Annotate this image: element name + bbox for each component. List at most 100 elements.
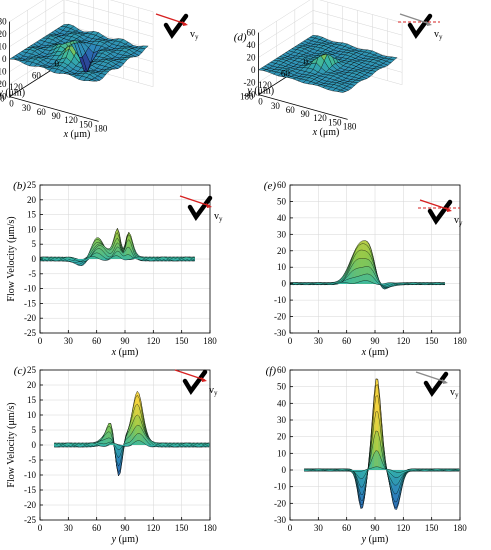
- x-tick-label: 90: [371, 336, 381, 346]
- x-tick-label: 0: [38, 336, 43, 346]
- x-tick-label: 180: [94, 123, 108, 133]
- arrow-icon: [179, 195, 211, 207]
- mesh-line: [54, 440, 210, 448]
- arrowhead-icon: [201, 377, 207, 382]
- arrowhead-icon: [426, 21, 432, 26]
- y-tick-label: 60: [277, 180, 287, 190]
- y-tick-label: 180: [0, 94, 5, 104]
- inset-subscript: y: [214, 389, 218, 397]
- inset-label: vy: [454, 215, 463, 227]
- panel-label: (c): [14, 365, 27, 377]
- mesh-line: [304, 430, 460, 488]
- y-tick-label: -20: [274, 312, 286, 322]
- x-tick-label: 90: [371, 523, 381, 533]
- z-tick-label: 40: [247, 40, 257, 50]
- surface-mesh: [39, 227, 195, 266]
- panel-label: (b): [13, 180, 26, 192]
- x-tick-label: 120: [313, 113, 327, 123]
- y-tick-label: 10: [277, 448, 287, 458]
- x-axis-label: y (μm): [361, 534, 389, 545]
- z-tick-label: -40: [244, 90, 256, 100]
- z-tick-label: 30: [0, 17, 7, 27]
- y-tick-label: -25: [24, 515, 36, 525]
- x-tick-label: 60: [342, 336, 352, 346]
- y-tick-label: 25: [27, 180, 37, 190]
- arrow-icon: [419, 199, 451, 211]
- inset-label: vy: [190, 29, 199, 41]
- y-tick-label: -30: [274, 515, 286, 525]
- y-tick-label: -20: [274, 498, 286, 508]
- y-tick-label: 25: [27, 365, 37, 375]
- inset-subscript: y: [455, 391, 459, 399]
- x-tick-label: 120: [397, 523, 411, 533]
- y-tick-label: 180: [240, 92, 254, 102]
- y-tick-label: 30: [277, 415, 287, 425]
- arrow-icon: [155, 13, 187, 25]
- y-axis-label: y (μm): [0, 87, 25, 98]
- mesh-line: [54, 424, 210, 459]
- x-axis-label: x (μm): [312, 127, 340, 138]
- y-tick-label: 5: [32, 239, 37, 249]
- y-tick-label: -5: [29, 455, 37, 465]
- y-axis-label: Flow Velocity (μm/s): [6, 216, 17, 301]
- y-tick-label: 0: [32, 254, 37, 264]
- y-tick-label: -10: [24, 284, 36, 294]
- y-tick-label: 30: [277, 229, 287, 239]
- y-tick-label: 0: [282, 279, 287, 289]
- y-tick-label: 20: [277, 246, 287, 256]
- arrowhead-icon: [442, 379, 448, 384]
- surface-mesh: [54, 390, 210, 477]
- x-tick-label: 0: [258, 97, 263, 107]
- panel-label: (f): [266, 365, 277, 377]
- x-tick-label: 30: [64, 336, 74, 346]
- arrow-icon: [415, 371, 447, 383]
- x-tick-label: 0: [9, 99, 14, 109]
- x-tick-label: 150: [328, 117, 342, 127]
- inset-velocity-glyph: vy: [418, 199, 463, 227]
- z-tick-label: 10: [0, 42, 7, 52]
- arrowhead-icon: [182, 21, 188, 26]
- z-tick-label: 20: [0, 29, 7, 39]
- y-tick-label: 20: [277, 432, 287, 442]
- inset-velocity-glyph: vy: [155, 13, 199, 41]
- x-tick-label: 0: [288, 523, 293, 533]
- x-tick-label: 60: [286, 105, 296, 115]
- mesh-line: [289, 280, 445, 285]
- y-tick-label: -25: [24, 328, 36, 338]
- surface-mesh: [289, 240, 445, 290]
- y-tick-label: 0: [304, 57, 309, 67]
- z-tick-label: -20: [0, 79, 7, 89]
- y-tick-label: 60: [281, 69, 291, 79]
- y-tick-label: 15: [27, 210, 37, 220]
- x-tick-label: 150: [175, 336, 189, 346]
- y-tick-label: 40: [277, 213, 287, 223]
- y-tick-label: 10: [27, 224, 37, 234]
- inset-subscript: y: [219, 215, 223, 223]
- z-tick-label: 0: [251, 65, 256, 75]
- inset-velocity-glyph: vy: [179, 195, 223, 223]
- x-axis-label: x (μm): [361, 347, 389, 358]
- x-tick-label: 0: [38, 523, 43, 533]
- arrowhead-icon: [446, 207, 452, 212]
- y-tick-label: -10: [24, 470, 36, 480]
- inset-subscript: y: [439, 33, 443, 41]
- mesh-line: [304, 466, 460, 473]
- y-tick-label: 10: [27, 410, 37, 420]
- x-tick-label: 180: [203, 336, 217, 346]
- x-tick-label: 30: [22, 103, 32, 113]
- x-tick-label: 150: [425, 523, 439, 533]
- surface-mesh: [8, 23, 149, 82]
- z-tick-label: -30: [0, 92, 7, 102]
- inset-subscript: y: [195, 33, 199, 41]
- z-tick-label: 20: [247, 52, 257, 62]
- y-axis-label: Flow Velocity (μm/s): [6, 402, 17, 487]
- x-tick-label: 30: [314, 523, 324, 533]
- y-tick-label: -30: [274, 328, 286, 338]
- x-tick-label: 90: [52, 111, 62, 121]
- arrow-icon: [174, 369, 206, 381]
- y-tick-label: 0: [55, 59, 60, 69]
- y-tick-label: -15: [24, 485, 36, 495]
